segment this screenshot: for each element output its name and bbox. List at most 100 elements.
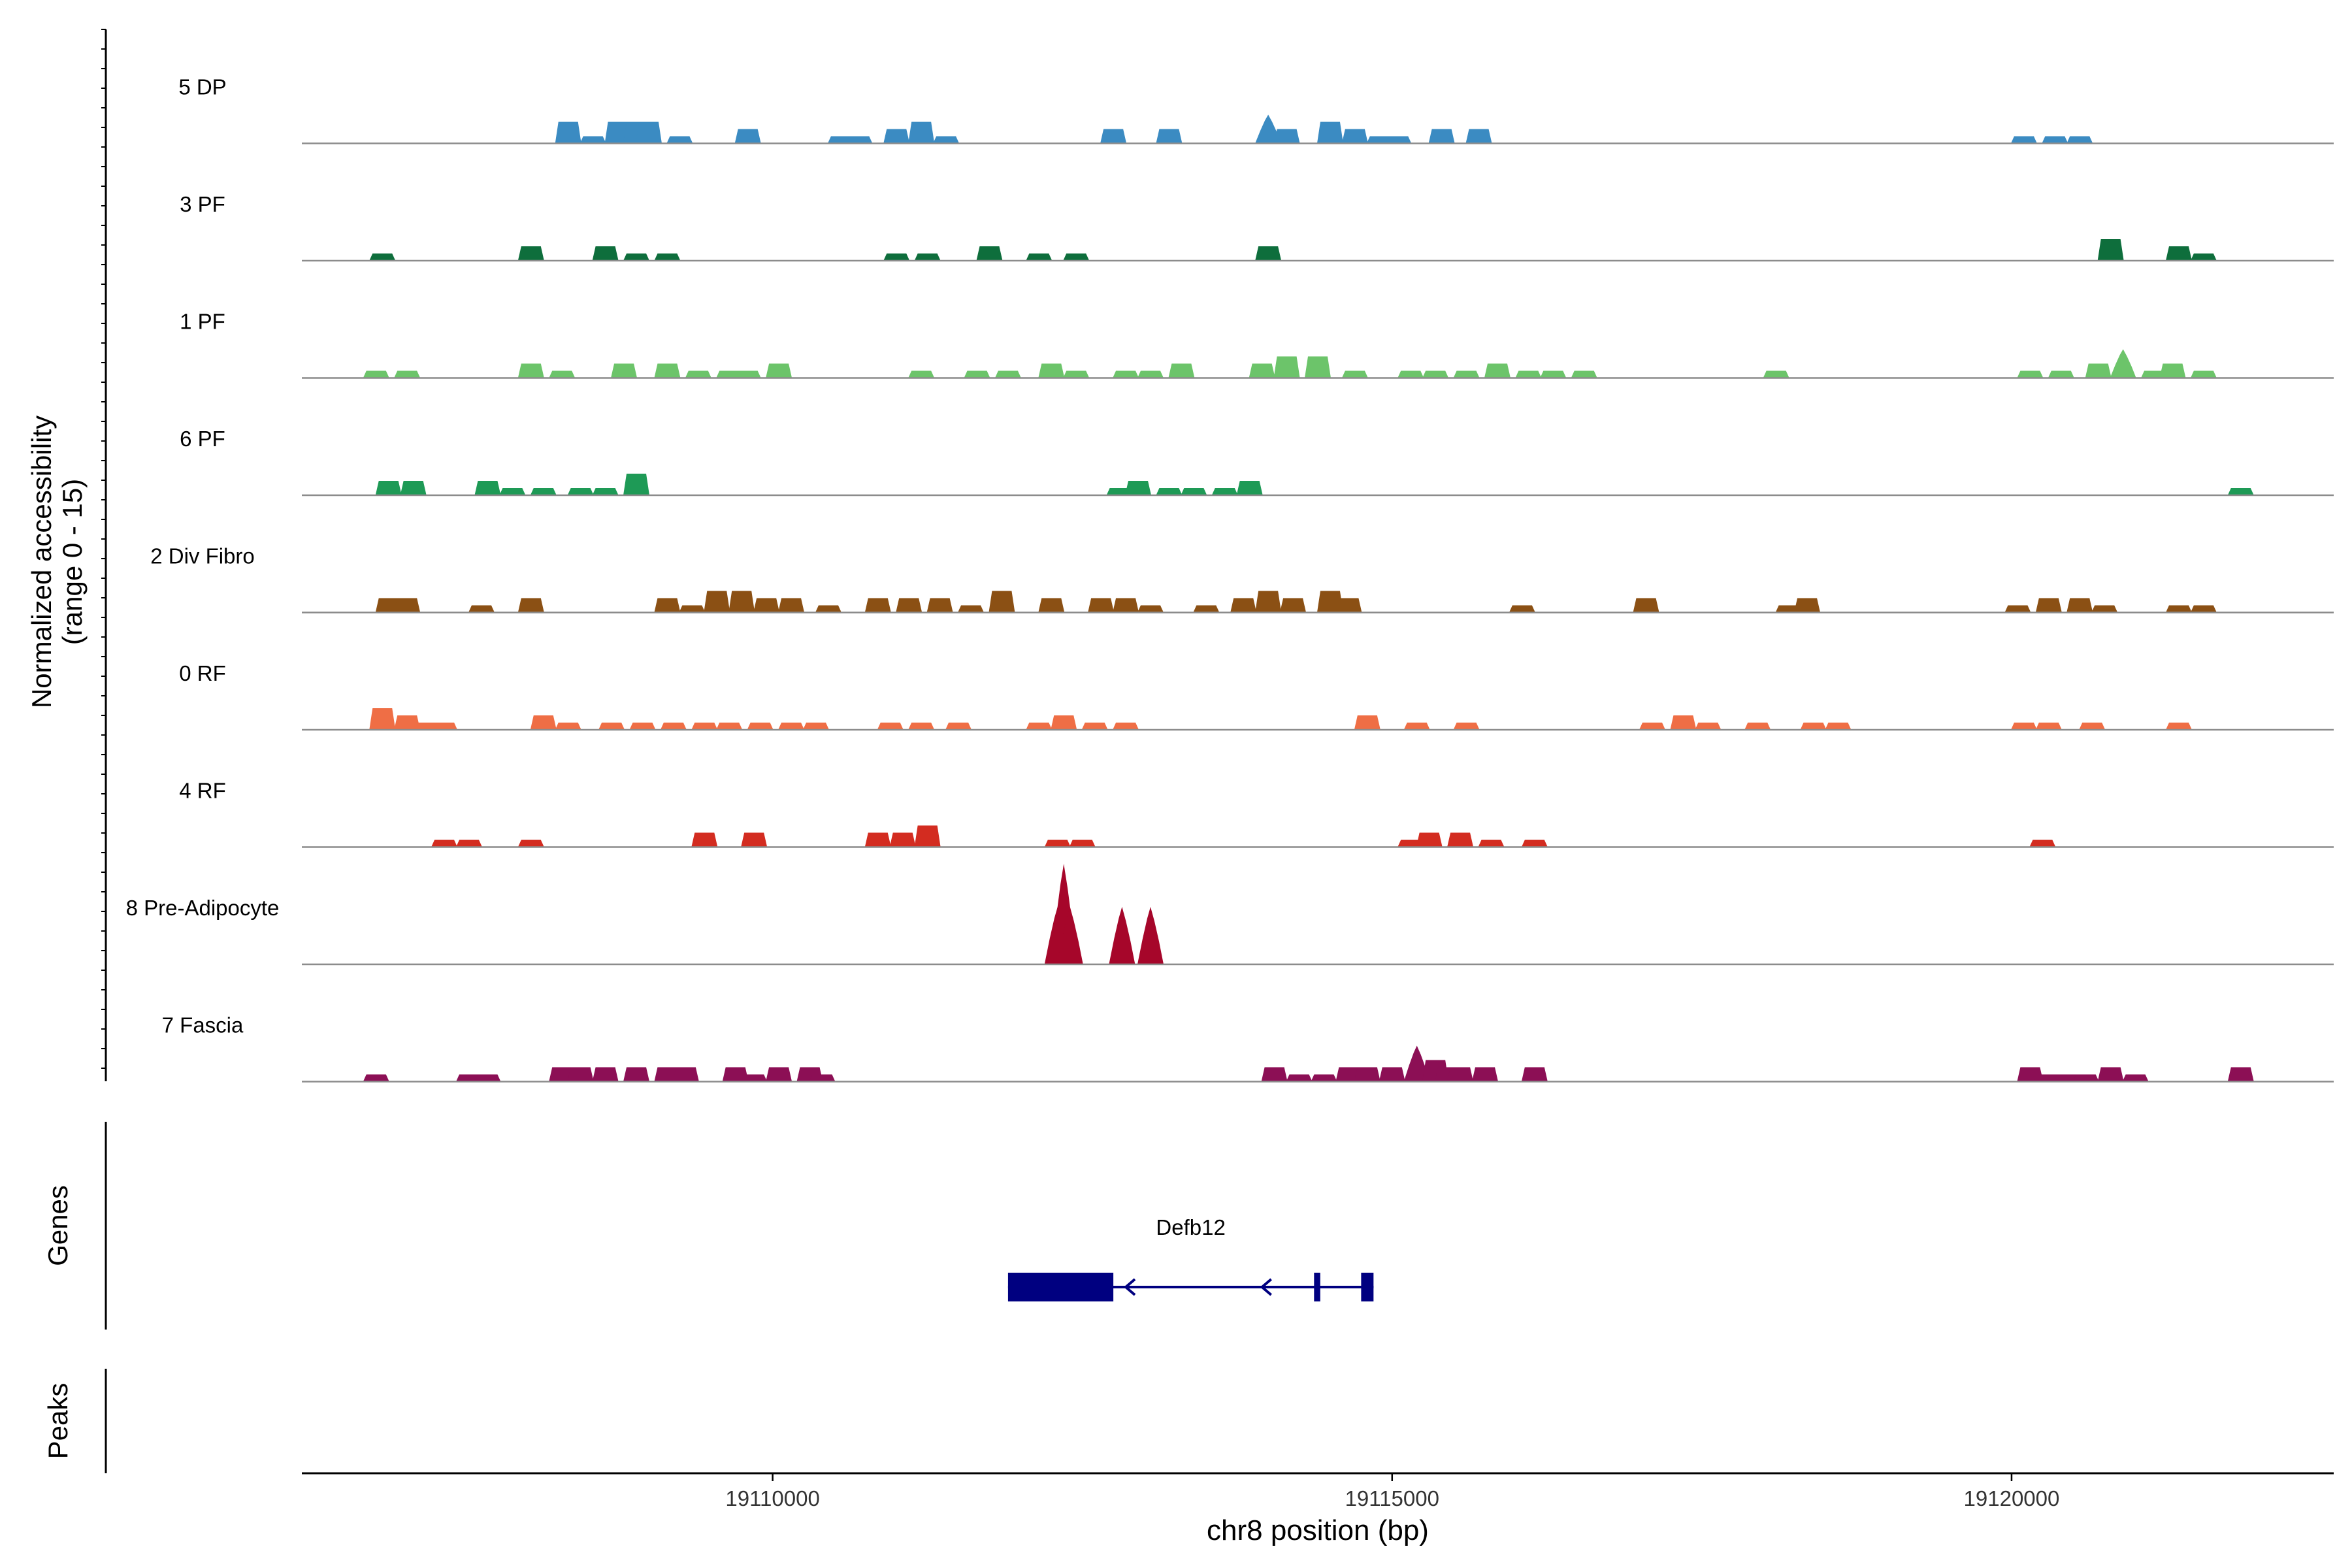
track-label: 0 RF <box>179 661 226 685</box>
coverage-peak <box>474 1074 501 1082</box>
coverage-peak <box>2165 723 2192 730</box>
gene-model: Defb12 <box>1007 1215 1374 1301</box>
genes-panel-label: Genes <box>42 1185 73 1266</box>
coverage-peak <box>2017 1067 2044 1082</box>
coverage-peak <box>1763 370 1789 378</box>
coverage-peak <box>716 723 743 730</box>
coverage-peak <box>994 370 1021 378</box>
coverage-peak <box>914 825 941 847</box>
coverage-peak <box>1255 246 1282 261</box>
coverage-peak <box>1044 840 1071 847</box>
coverage-peak <box>679 605 706 613</box>
coverage-peak <box>846 136 873 144</box>
coverage-peak <box>1255 591 1282 613</box>
coverage-peak <box>1137 370 1164 378</box>
coverage-peak <box>611 363 638 378</box>
coverage-peak <box>1422 370 1449 378</box>
coverage-peak <box>530 488 557 495</box>
coverage-peak <box>2066 598 2093 613</box>
coverage-peak <box>753 598 780 613</box>
coverage-peak <box>1794 598 1821 613</box>
coverage-peak <box>741 1074 768 1082</box>
coverage-peak <box>474 481 501 495</box>
coverage-peak <box>1316 591 1343 613</box>
coverage-peak <box>1273 356 1300 378</box>
coverage-peak <box>635 122 662 144</box>
coverage-peak <box>592 488 619 495</box>
coverage-peak <box>431 840 458 847</box>
gene-exon <box>1361 1273 1374 1301</box>
coverage-peak <box>2004 605 2031 613</box>
coverage-peak <box>1113 723 1139 730</box>
coverage-peak <box>1069 840 1096 847</box>
strand-arrow <box>1123 1278 1136 1296</box>
coverage-peak <box>1193 605 1220 613</box>
coverage-peak <box>2159 363 2186 378</box>
coverage-peak <box>1571 370 1597 378</box>
gene-exon <box>1314 1273 1320 1301</box>
coverage-peak <box>1515 370 1542 378</box>
x-axis-label: chr8 position (bp) <box>1207 1514 1429 1546</box>
coverage-peak <box>1236 481 1263 495</box>
coverage-peak <box>2165 605 2192 613</box>
gene-exon <box>1007 1273 1114 1301</box>
strand-arrow <box>1260 1278 1272 1296</box>
coverage-peak <box>623 474 650 495</box>
coverage-peak <box>778 723 805 730</box>
coverage-peak <box>1453 370 1480 378</box>
coverage-peak <box>654 253 681 261</box>
coverage-peak <box>549 370 576 378</box>
coverage-peak <box>2190 605 2217 613</box>
coverage-peak <box>456 840 483 847</box>
coverage-peak <box>1211 488 1238 495</box>
coverage-peak <box>1063 370 1090 378</box>
x-axis-ticks: 19110000 19115000 19120000 <box>725 1473 2059 1511</box>
coverage-peak <box>2048 370 2074 378</box>
coverage-peak <box>933 136 960 144</box>
coverage-peak <box>1472 1067 1499 1082</box>
coverage-peak <box>1354 715 1380 730</box>
coverage-peak <box>654 363 681 378</box>
coverage-peak <box>1305 356 1331 378</box>
coverage-peak <box>567 1067 594 1082</box>
track-3-pf: 3 PF <box>180 192 2334 262</box>
x-tick-label: 19120000 <box>1964 1486 2060 1511</box>
coverage-peak <box>1341 129 1368 144</box>
coverage-peak <box>1088 598 1115 613</box>
coverage-peak <box>629 723 656 730</box>
coverage-peak <box>802 723 829 730</box>
coverage-peak <box>1521 840 1548 847</box>
y-axis-label: Normalized accessibility <box>26 416 57 708</box>
coverage-peak <box>914 253 941 261</box>
coverage-peak <box>1280 598 1307 613</box>
coverage-peak <box>1156 129 1183 144</box>
x-tick-label: 19115000 <box>1345 1486 1439 1511</box>
coverage-peak <box>908 723 935 730</box>
coverage-peak <box>1137 605 1164 613</box>
coverage-peak <box>2110 349 2136 378</box>
coverage-peak <box>517 840 544 847</box>
coverage-peak <box>2190 253 2217 261</box>
coverage-peak <box>1453 723 1480 730</box>
coverage-peak <box>691 723 718 730</box>
coverage-peak <box>394 598 421 613</box>
track-label: 4 RF <box>179 779 226 803</box>
coverage-peak <box>1156 488 1183 495</box>
track-1-pf: 1 PF <box>180 310 2334 379</box>
coverage-peak <box>964 370 990 378</box>
coverage-peak <box>747 723 774 730</box>
coverage-peak <box>2097 239 2124 261</box>
coverage-peak <box>1385 136 1412 144</box>
track-label: 5 DP <box>178 75 226 99</box>
coverage-peak <box>2017 370 2044 378</box>
x-tick-label: 19110000 <box>725 1486 819 1511</box>
coverage-peak <box>660 723 687 730</box>
track-4-rf: 4 RF <box>179 779 2334 848</box>
coverage-peak <box>1521 1067 1548 1082</box>
track-2-div-fibro: 2 Div Fibro <box>150 544 2334 613</box>
coverage-peak <box>1249 363 1275 378</box>
coverage-peak <box>1316 122 1343 144</box>
track-0-rf: 0 RF <box>179 661 2334 731</box>
coverage-peak <box>1447 1067 1474 1082</box>
